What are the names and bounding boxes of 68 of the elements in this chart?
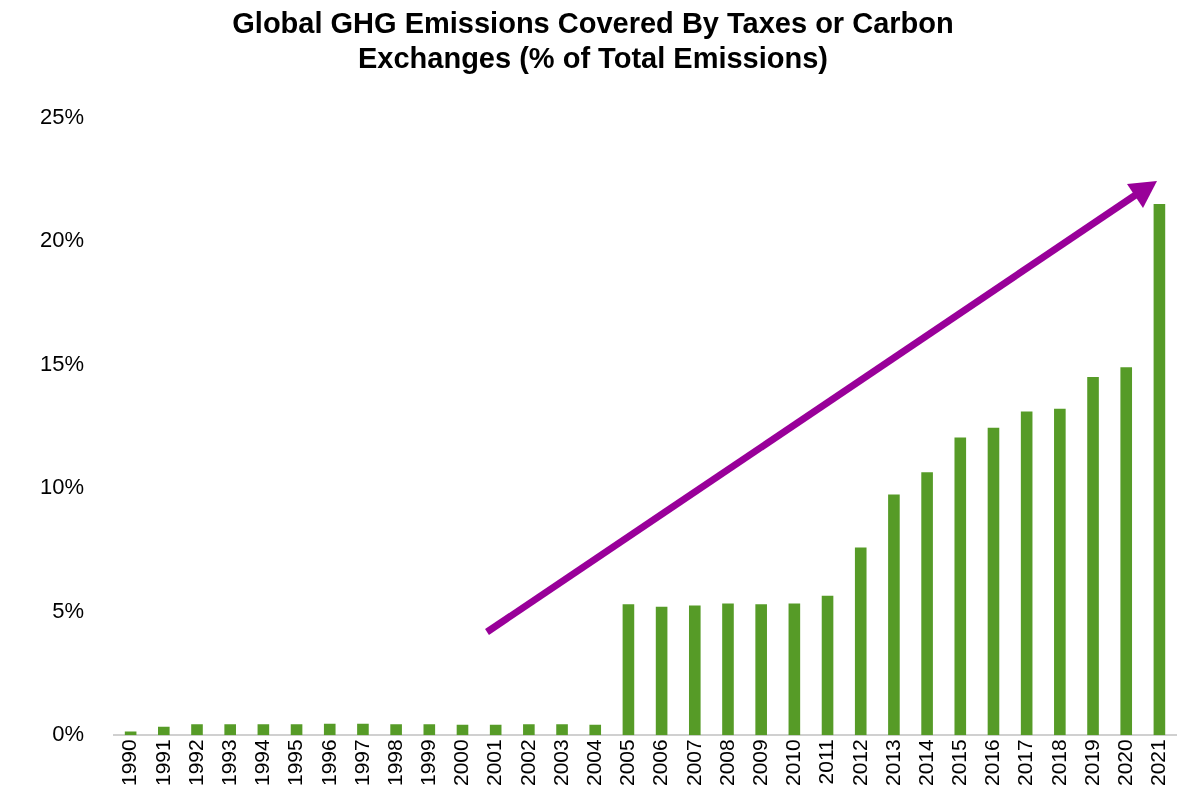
bar xyxy=(257,724,270,736)
x-tick-label: 2016 xyxy=(980,739,1004,786)
x-tick-label: 1993 xyxy=(216,739,240,786)
bar xyxy=(556,724,568,736)
x-tick-label: 2006 xyxy=(648,739,672,786)
bar xyxy=(821,595,834,736)
bar xyxy=(158,726,170,736)
bar xyxy=(423,724,436,736)
x-tick-label: 2012 xyxy=(847,739,871,786)
bar xyxy=(589,724,602,736)
bar xyxy=(357,723,369,736)
x-tick-label: 2020 xyxy=(1113,739,1137,786)
x-tick-label: 2017 xyxy=(1013,739,1037,786)
bar xyxy=(755,604,767,736)
x-tick-label: 2005 xyxy=(615,739,639,786)
chart-title: Global GHG Emissions Covered By Taxes or Carbon Exchanges (% of Total Emissions) xyxy=(232,7,954,75)
x-tick-label: 1990 xyxy=(117,739,141,786)
x-tick-label: 1996 xyxy=(316,739,340,786)
y-tick-label: 20% xyxy=(39,227,85,253)
bar xyxy=(390,724,402,736)
bar xyxy=(224,724,236,736)
x-tick-label: 2010 xyxy=(781,739,805,786)
x-tick-label: 2001 xyxy=(482,739,506,786)
bar xyxy=(290,724,303,736)
x-tick-label: 1994 xyxy=(250,738,274,786)
x-tick-label: 2008 xyxy=(714,739,738,786)
x-tick-label: 2009 xyxy=(747,739,771,786)
bar xyxy=(622,604,635,736)
y-tick-label: 0% xyxy=(52,721,85,747)
x-tick-label: 2014 xyxy=(913,738,937,786)
y-tick-label: 5% xyxy=(52,597,85,623)
x-tick-label: 2007 xyxy=(681,739,705,786)
x-tick-label: 2000 xyxy=(449,739,473,786)
bar xyxy=(888,494,900,736)
x-tick-label: 1998 xyxy=(382,739,406,786)
bar xyxy=(655,606,668,736)
bar xyxy=(1087,377,1099,736)
bar xyxy=(323,723,336,736)
x-tick-label: 1992 xyxy=(183,739,207,786)
bar xyxy=(1120,367,1133,736)
x-tick-label: 2021 xyxy=(1146,739,1170,786)
bar xyxy=(987,427,1000,736)
x-tick-label: 1997 xyxy=(349,739,373,786)
x-tick-label: 1995 xyxy=(283,739,307,786)
x-tick-label: 2015 xyxy=(947,739,971,786)
bar xyxy=(854,547,867,736)
bar xyxy=(191,724,203,736)
y-tick-label: 15% xyxy=(39,350,85,376)
bar xyxy=(1054,408,1066,736)
x-tick-label: 1999 xyxy=(416,739,440,786)
bar xyxy=(1153,204,1166,736)
bar xyxy=(688,605,701,736)
bar xyxy=(954,437,967,736)
bar xyxy=(788,603,801,736)
bar xyxy=(722,603,734,736)
x-tick-label: 2003 xyxy=(548,739,572,786)
y-tick-label: 10% xyxy=(39,474,85,500)
bar xyxy=(523,724,535,736)
x-tick-label: 2011 xyxy=(814,739,838,785)
y-tick-label: 25% xyxy=(39,103,85,129)
x-tick-label: 2018 xyxy=(1046,739,1070,786)
x-tick-label: 2013 xyxy=(880,739,904,786)
x-tick-label: 1991 xyxy=(150,739,174,786)
x-tick-label: 2002 xyxy=(515,739,539,786)
bar xyxy=(921,472,933,736)
x-tick-label: 2004 xyxy=(582,738,606,786)
x-tick-label: 2019 xyxy=(1079,739,1103,786)
bar xyxy=(1020,411,1033,736)
